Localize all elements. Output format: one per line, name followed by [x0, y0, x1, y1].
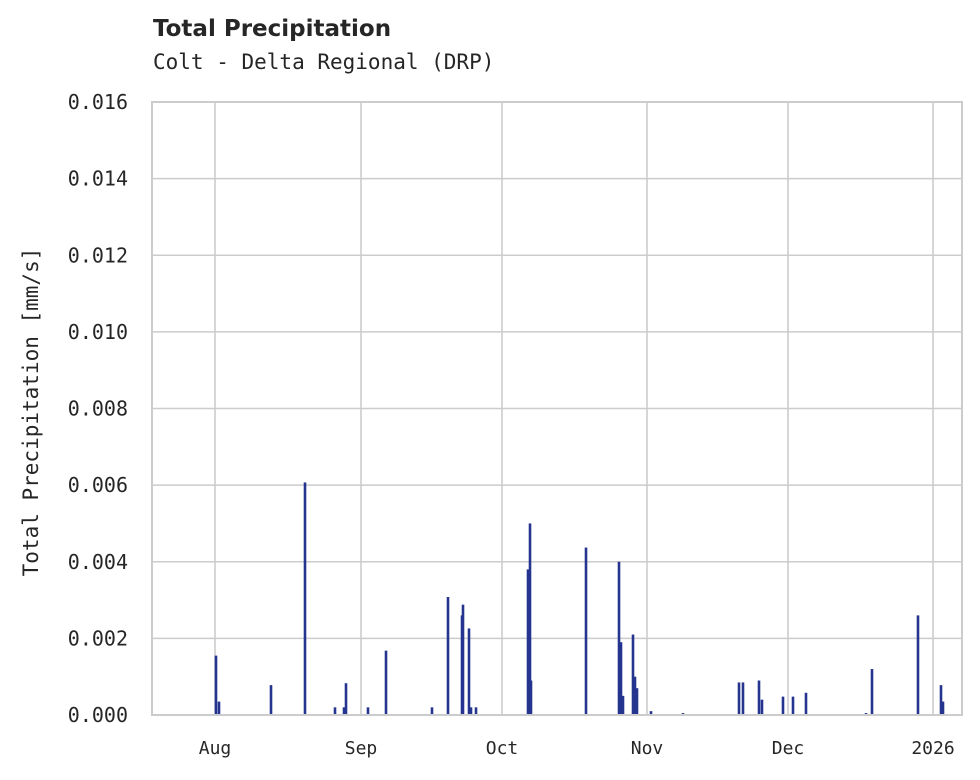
precipitation-bar — [781, 696, 785, 715]
precipitation-bar — [757, 680, 761, 715]
precipitation-bar — [461, 604, 465, 715]
precipitation-bar — [269, 685, 273, 715]
precipitation-bar — [303, 482, 307, 715]
y-tick-label: 0.004 — [68, 550, 128, 574]
chart-subtitle: Colt - Delta Regional (DRP) — [153, 50, 495, 74]
x-axis-ticks: Aug Sep Oct Nov Dec 2026 — [199, 738, 955, 759]
precipitation-bar — [529, 680, 533, 715]
precipitation-bar — [631, 634, 635, 715]
precipitation-bar — [474, 707, 478, 715]
precipitation-bar — [333, 707, 337, 715]
precipitation-bars — [214, 482, 945, 715]
precipitation-bar — [870, 669, 874, 715]
precipitation-bar — [737, 682, 741, 715]
precipitation-bar — [617, 561, 621, 715]
x-tick-label: Sep — [345, 738, 378, 759]
precipitation-bar — [342, 707, 346, 715]
y-tick-label: 0.008 — [68, 397, 128, 421]
precipitation-bar — [446, 596, 450, 715]
precipitation-bar — [916, 615, 920, 715]
precipitation-bar — [791, 696, 795, 715]
precipitation-bar — [217, 701, 221, 715]
precipitation-bar — [214, 655, 218, 715]
x-tick-label: Oct — [486, 738, 519, 759]
plot-frame — [151, 101, 963, 716]
y-tick-label: 0.006 — [68, 473, 128, 497]
precipitation-bar — [760, 699, 764, 715]
precipitation-bar — [469, 707, 473, 715]
x-tick-label: Nov — [631, 738, 664, 759]
x-tick-label: Aug — [199, 738, 232, 759]
grid-lines — [152, 101, 962, 716]
y-tick-label: 0.014 — [68, 167, 128, 191]
precipitation-bar — [621, 695, 625, 715]
precipitation-bar — [528, 523, 532, 715]
y-tick-label: 0.012 — [68, 243, 128, 267]
precipitation-bar — [366, 707, 370, 715]
precipitation-bar — [649, 711, 653, 715]
precipitation-bar — [430, 707, 434, 715]
precipitation-bar — [619, 642, 623, 715]
precipitation-bar — [384, 650, 388, 715]
precipitation-bar — [467, 628, 471, 715]
precipitation-bar — [344, 683, 348, 715]
x-tick-label: 2026 — [911, 738, 954, 759]
precipitation-bar — [804, 692, 808, 715]
x-tick-label: Dec — [772, 738, 805, 759]
y-tick-label: 0.002 — [68, 626, 128, 650]
y-tick-label: 0.016 — [68, 90, 128, 114]
precipitation-bar — [741, 682, 745, 715]
y-axis-ticks: 0.000 0.002 0.004 0.006 0.008 0.010 0.012 0.014… — [68, 90, 128, 727]
precipitation-bar — [941, 701, 945, 715]
y-tick-label: 0.000 — [68, 703, 128, 727]
y-axis-label: Total Precipitation [mm/s] — [19, 248, 43, 577]
y-tick-label: 0.010 — [68, 320, 128, 344]
chart-title: Total Precipitation — [153, 16, 392, 42]
precipitation-bar — [526, 569, 530, 715]
precipitation-bar — [939, 685, 943, 715]
precipitation-bar — [635, 688, 639, 715]
precipitation-bar — [584, 547, 588, 715]
precipitation-bar — [633, 676, 637, 715]
